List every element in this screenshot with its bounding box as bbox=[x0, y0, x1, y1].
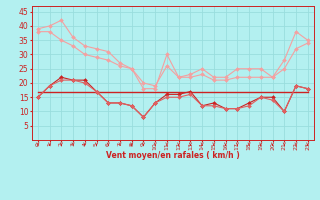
X-axis label: Vent moyen/en rafales ( km/h ): Vent moyen/en rafales ( km/h ) bbox=[106, 151, 240, 160]
